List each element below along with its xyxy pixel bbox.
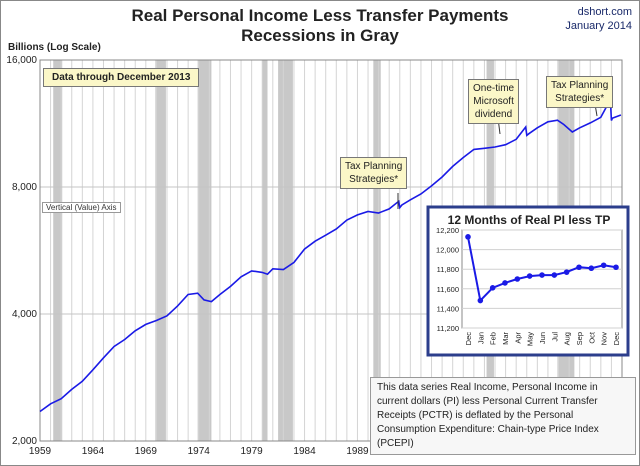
y-tick-label: 2,000: [12, 436, 37, 447]
tax-planning-callout-2: Tax Planning Strategies*: [546, 76, 614, 108]
y-tick-labels: 2,000 4,000 8,000 16,000: [6, 55, 37, 447]
inset-x-tick-label: Feb: [489, 332, 498, 345]
data-through-label: Data through December 2013: [43, 68, 200, 87]
inset-x-tick-label: Sep: [575, 332, 584, 345]
inset-y-tick-label: 12,000: [436, 246, 459, 255]
callout-text: dividend: [474, 109, 513, 120]
callout-text: Tax Planning: [551, 80, 609, 91]
inset-y-tick-label: 11,800: [437, 265, 459, 274]
y-axis-label: Billions (Log Scale): [8, 42, 101, 53]
inset-x-tick-label: Dec: [464, 332, 473, 346]
callout-text: Tax Planning: [345, 161, 403, 172]
inset-grid: [462, 229, 622, 329]
callout-text: Microsoft: [473, 96, 514, 107]
inset-x-tick-label: Nov: [600, 332, 609, 346]
inset-title: 12 Months of Real PI less TP: [447, 213, 611, 227]
date-label: January 2014: [565, 20, 632, 32]
recession-band: [53, 60, 63, 441]
inset-y-tick-label: 11,600: [437, 285, 459, 294]
recession-band: [155, 60, 166, 441]
recession-band: [197, 60, 212, 441]
inset-x-tick-label: Jun: [538, 332, 547, 344]
inset-data-point: [477, 297, 484, 304]
inset-x-tick-label: Oct: [587, 331, 596, 344]
y-tick-label: 8,000: [12, 182, 37, 193]
recession-band: [278, 60, 293, 441]
inset-data-point: [588, 265, 595, 272]
inset-x-tick-label: May: [526, 332, 535, 346]
inset-data-point: [514, 276, 521, 282]
inset-data-point: [551, 272, 558, 278]
inset-data-point: [526, 273, 533, 279]
inset-data-point: [613, 264, 619, 271]
inset-data-point: [576, 264, 582, 271]
inset-data-point: [600, 262, 607, 269]
inset-y-tick-labels: 11,200 11,400 11,600 11,800 12,000 12,200: [436, 226, 459, 333]
inset-data-point: [539, 272, 545, 278]
inset-data-point: [489, 285, 496, 291]
inset-x-tick-label: Aug: [563, 332, 572, 345]
inset-chart: 11,200 11,400 11,600 11,800 12,000 12,200 Dec…: [426, 205, 630, 357]
y-tick-label: 4,000: [12, 309, 37, 320]
x-tick-label: 1984: [293, 446, 316, 457]
series-line: [39, 96, 622, 413]
inset-points: [465, 234, 619, 304]
inset-x-tick-label: Jan: [476, 332, 485, 344]
source-label: dshort.com: [577, 6, 632, 18]
microsoft-dividend-callout: One-time Microsoft dividend: [468, 79, 520, 124]
inset-x-tick-label: Jul: [550, 332, 559, 342]
x-tick-label: 1989: [346, 446, 369, 457]
callout-text: One-time: [473, 83, 515, 94]
callout-text: Strategies*: [555, 93, 605, 104]
axis-tooltip: Vertical (Value) Axis: [42, 202, 121, 213]
inset-y-tick-label: 11,200: [437, 324, 459, 333]
x-tick-label: 1969: [135, 446, 158, 457]
inset-y-tick-label: 11,400: [437, 304, 459, 313]
inset-x-tick-labels: Dec Jan Feb Mar Apr May Jun Jul Aug Sep Oct Nov Dec: [464, 331, 621, 346]
chart-subtitle: Recessions in Gray: [241, 26, 399, 45]
chart-title: Real Personal Income Less Transfer Payme…: [131, 6, 509, 25]
inset-y-tick-label: 12,200: [436, 226, 459, 235]
recession-band: [373, 60, 381, 441]
x-tick-label: 1959: [29, 446, 52, 457]
x-tick-label: 1964: [82, 446, 105, 457]
callout-text: Strategies*: [349, 174, 399, 185]
recession-band: [262, 60, 268, 441]
y-tick-label: 16,000: [6, 55, 37, 66]
inset-data-point: [563, 269, 570, 275]
inset-data-point: [502, 280, 508, 286]
inset-x-tick-label: Mar: [501, 332, 510, 345]
tax-planning-callout-1: Tax Planning Strategies*: [340, 157, 408, 189]
inset-plot-area: [461, 229, 623, 329]
x-tick-label: 1974: [188, 446, 211, 457]
inset-data-point: [465, 234, 471, 240]
inset-x-tick-label: Apr: [513, 331, 522, 343]
x-tick-label: 1979: [241, 446, 264, 457]
data-note: This data series Real Income, Personal I…: [370, 377, 636, 455]
inset-x-tick-label: Dec: [612, 332, 621, 346]
